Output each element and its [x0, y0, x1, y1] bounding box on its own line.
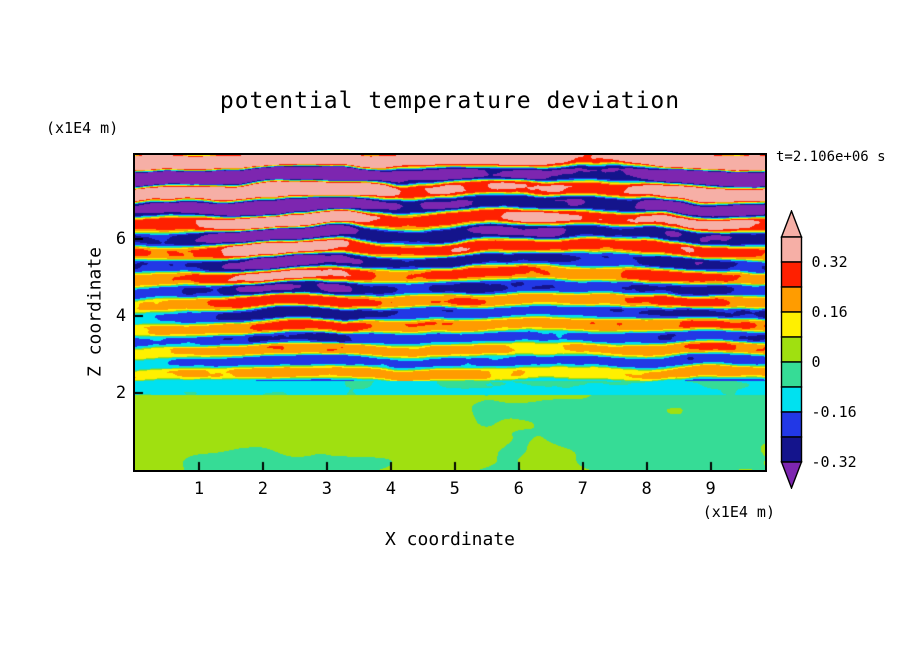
- z-tick-label: 6: [115, 228, 127, 249]
- x-axis-units: (x1E4 m): [702, 503, 775, 521]
- colorbar-segment: [780, 336, 803, 363]
- z-tick-label: 2: [115, 382, 127, 403]
- x-tick-label: 7: [577, 479, 588, 499]
- colorbar-label: -0.16: [812, 403, 857, 421]
- z-axis-label: Z coordinate: [84, 246, 106, 378]
- colorbar-label: 0.32: [812, 253, 848, 271]
- colorbar-segment: [780, 386, 803, 413]
- chart-title: potential temperature deviation: [219, 88, 681, 114]
- colorbar-segment: [780, 361, 803, 388]
- colorbar-segment: [780, 411, 803, 438]
- colorbar-arrow-bottom: [780, 461, 803, 489]
- x-tick-label: 1: [193, 479, 205, 499]
- x-axis-label: X coordinate: [384, 529, 516, 550]
- colorbar-segment: [780, 261, 803, 288]
- time-annotation: t=2.106e+06 s: [776, 149, 886, 165]
- x-tick-label: 4: [385, 479, 396, 499]
- colorbar-label: 0.16: [812, 303, 848, 321]
- plot-area: [133, 153, 767, 472]
- x-tick-label: 8: [641, 479, 652, 499]
- z-tick-label: 4: [115, 305, 127, 326]
- heatmap-canvas: [135, 155, 765, 470]
- x-tick-label: 6: [513, 479, 524, 499]
- x-tick-label: 5: [449, 479, 460, 499]
- x-tick-label: 9: [705, 479, 716, 499]
- colorbar-label: -0.32: [812, 453, 857, 471]
- colorbar-segment: [780, 286, 803, 313]
- colorbar-arrow-top: [780, 210, 803, 238]
- colorbar: 0.32 0.16 0 -0.16 -0.32: [780, 210, 857, 489]
- x-tick-label: 3: [321, 479, 332, 499]
- colorbar-segment: [780, 436, 803, 463]
- colorbar-label: 0: [812, 353, 821, 371]
- colorbar-segment: [780, 311, 803, 338]
- z-axis-units: (x1E4 m): [46, 119, 119, 137]
- x-tick-label: 2: [257, 479, 269, 499]
- colorbar-segment: [780, 236, 803, 263]
